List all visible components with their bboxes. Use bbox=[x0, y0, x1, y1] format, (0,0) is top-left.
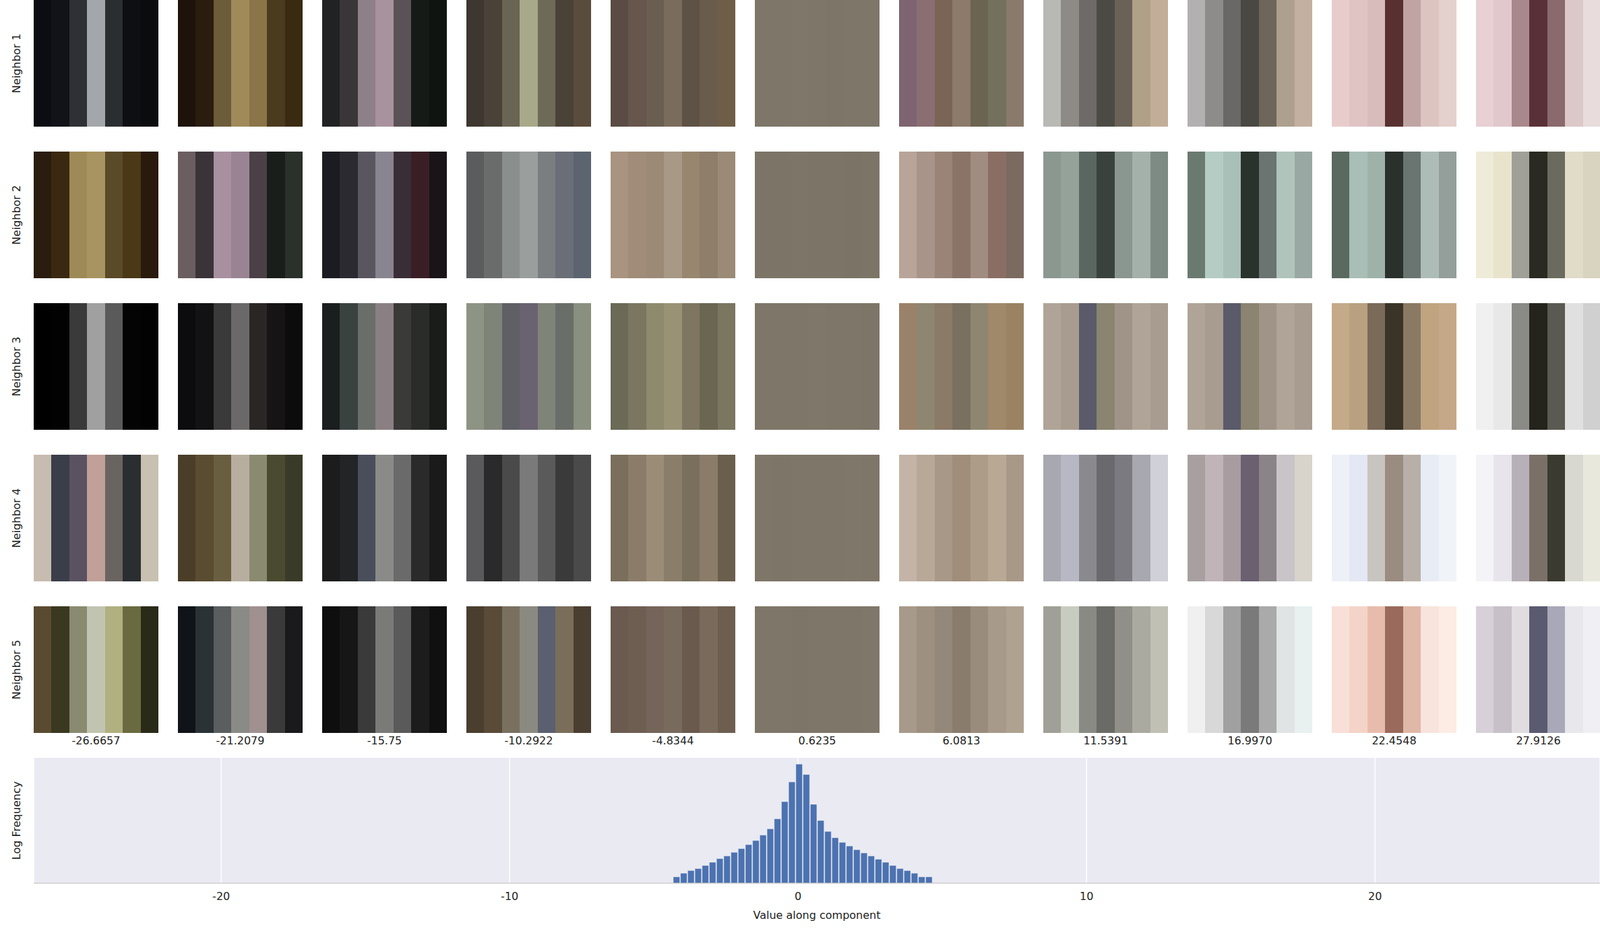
html-text:-26.6657: -26.6657 bbox=[71, 734, 121, 748]
html-text:Neighbor 5: Neighbor 5 bbox=[9, 640, 23, 700]
svg-text:-10: -10 bbox=[500, 890, 519, 904]
html-text:Neighbor 1: Neighbor 1 bbox=[9, 33, 23, 94]
html-text:-15.75: -15.75 bbox=[367, 734, 402, 748]
html-text:Neighbor 2: Neighbor 2 bbox=[9, 185, 23, 245]
svg-text:Value along component: Value along component bbox=[753, 909, 881, 922]
svg-text:10: 10 bbox=[1079, 890, 1094, 904]
html-text:16.9970: 16.9970 bbox=[1227, 734, 1273, 748]
html-text:Neighbor 3: Neighbor 3 bbox=[9, 336, 23, 397]
svg-text:-20: -20 bbox=[212, 890, 230, 904]
html-text:-21.2079: -21.2079 bbox=[216, 734, 265, 748]
html-text:-4.8344: -4.8344 bbox=[652, 734, 694, 748]
html-text:Neighbor 4: Neighbor 4 bbox=[9, 488, 23, 549]
html-text:Log Frequency: Log Frequency bbox=[9, 781, 23, 861]
html-text:22.4548: 22.4548 bbox=[1371, 734, 1417, 748]
html-text:-10.2922: -10.2922 bbox=[504, 734, 553, 748]
html-text:6.0813: 6.0813 bbox=[942, 734, 981, 748]
html-text:27.9126: 27.9126 bbox=[1516, 734, 1561, 748]
html-text:11.5391: 11.5391 bbox=[1083, 734, 1128, 748]
svg-text:0: 0 bbox=[794, 890, 802, 904]
svg-text:20: 20 bbox=[1368, 890, 1382, 904]
html-text:0.6235: 0.6235 bbox=[798, 734, 837, 748]
